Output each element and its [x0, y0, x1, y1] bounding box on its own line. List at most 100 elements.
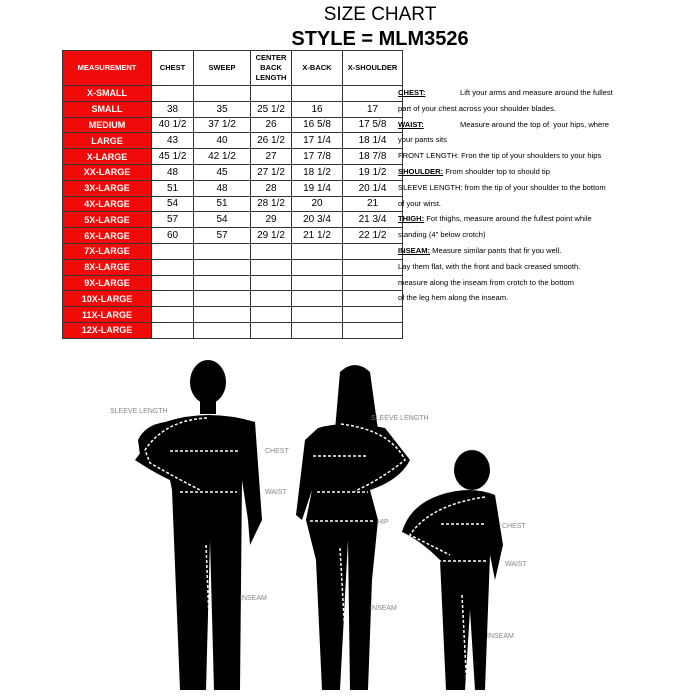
column-header: CENTER BACK LENGTH: [250, 50, 292, 86]
instruction-key: SHOULDER:: [398, 166, 444, 176]
measurement-cell: 51: [193, 195, 251, 213]
measurement-cell: [291, 242, 343, 260]
man-silhouette: [135, 360, 262, 690]
table-row: LARGE 43 40 26 1/2 17 1/4 18 1/4: [62, 132, 403, 150]
measurement-cell: [193, 274, 251, 292]
measurement-cell: 17 5/8: [342, 116, 403, 134]
size-label: 3X-LARGE: [62, 179, 152, 197]
size-label: 11X-LARGE: [62, 306, 152, 323]
instruction-line: FRONT LENGTH: Fron the tip of your shoul…: [398, 148, 613, 164]
measurement-cell: [291, 258, 343, 276]
style-number: STYLE = MLM3526: [291, 28, 469, 50]
instruction-text: standing (4" below crotch): [398, 230, 486, 240]
measurement-cell: 38: [151, 100, 194, 118]
size-label: MEDIUM: [62, 116, 152, 134]
measurement-cell: [250, 306, 292, 323]
measurement-cell: 42 1/2: [193, 148, 251, 165]
woman-inseam-label: INSEAM: [370, 605, 397, 612]
table-row: 3X-LARGE 51 48 28 19 1/4 20 1/4: [62, 179, 403, 197]
size-label: 9X-LARGE: [62, 274, 152, 292]
measurement-cell: 35: [193, 100, 251, 118]
man-waist-label: WAIST: [265, 489, 288, 496]
column-header: CHEST: [151, 50, 194, 86]
measurement-cell: [151, 274, 194, 292]
measurement-cell: 22 1/2: [342, 227, 403, 244]
measurement-cell: [291, 321, 343, 339]
instruction-line: WAIST: Measure around the top of your hip…: [398, 117, 613, 133]
instruction-text: SLEEVE LENGTH: from the tip of your shou…: [398, 182, 606, 192]
measurement-cell: [342, 306, 403, 323]
measurement-cell: 17 1/4: [291, 132, 343, 150]
table-row: MEDIUM 40 1/2 37 1/2 26 16 5/8 17 5/8: [62, 116, 403, 134]
size-table: MEASUREMENT CHEST SWEEP CENTER BACK LENGTH X…: [62, 50, 403, 339]
measurement-cell: 20 3/4: [291, 211, 343, 229]
measurement-cell: [193, 321, 251, 339]
measurement-cell: 45: [193, 163, 251, 181]
instruction-text: measure along the inseam from crotch to …: [398, 277, 575, 287]
measurement-cell: [151, 321, 194, 339]
measurement-cell: 21 1/2: [291, 227, 343, 244]
measurement-cell: [291, 85, 343, 102]
table-row: SMALL 38 35 25 1/2 16 17: [62, 100, 403, 118]
column-header: X-BACK: [291, 50, 343, 86]
instruction-line: your pants sits: [398, 132, 613, 148]
measurement-cell: [193, 290, 251, 308]
measurement-cell: [342, 290, 403, 308]
size-label: LARGE: [62, 132, 152, 150]
measurement-cell: 29 1/2: [250, 227, 292, 244]
measurement-cell: 16 5/8: [291, 116, 343, 134]
size-label: 5X-LARGE: [62, 211, 152, 229]
measurement-cell: [342, 85, 403, 102]
measurement-cell: 20: [291, 195, 343, 213]
column-header: X-SHOULDER: [342, 50, 403, 86]
measurement-cell: [250, 321, 292, 339]
child-waist-label: WAIST: [505, 561, 528, 568]
measurement-cell: [291, 290, 343, 308]
table-row: X-LARGE 45 1/2 42 1/2 27 17 7/8 18 7/8: [62, 148, 403, 165]
size-label: XX-LARGE: [62, 163, 152, 181]
measurement-cell: [250, 258, 292, 276]
man-sleeve-length-label: SLEEVE LENGTH: [110, 408, 168, 415]
measurement-cell: 45 1/2: [151, 148, 194, 165]
table-row: 10X-LARGE: [62, 290, 403, 308]
measurement-cell: 21 3/4: [342, 211, 403, 229]
measurement-cell: 19 1/4: [291, 179, 343, 197]
measurement-cell: [342, 274, 403, 292]
measurement-cell: 18 1/4: [342, 132, 403, 150]
measurement-cell: 54: [151, 195, 194, 213]
woman-hip-label: HIP: [377, 519, 389, 526]
measurement-cell: [151, 85, 194, 102]
measurement-cell: 16: [291, 100, 343, 118]
measurement-cell: 48: [151, 163, 194, 181]
instruction-line: of your wirst.: [398, 196, 613, 212]
measurement-cell: 18 7/8: [342, 148, 403, 165]
table-row: XX-LARGE 48 45 27 1/2 18 1/2 19 1/2: [62, 163, 403, 181]
child-silhouette: [402, 450, 503, 690]
measurement-cell: 40: [193, 132, 251, 150]
measurement-cell: 20 1/4: [342, 179, 403, 197]
size-chart-title: SIZE CHART: [323, 4, 437, 25]
size-label: 6X-LARGE: [62, 227, 152, 244]
instruction-text: Measure similar pants that fir you well.: [430, 245, 562, 255]
measurement-cell: 18 1/2: [291, 163, 343, 181]
measurement-cell: [291, 306, 343, 323]
size-label: 4X-LARGE: [62, 195, 152, 213]
measurement-cell: 40 1/2: [151, 116, 194, 134]
table-row: 6X-LARGE 60 57 29 1/2 21 1/2 22 1/2: [62, 227, 403, 244]
measurement-cell: [250, 274, 292, 292]
instruction-line: SHOULDER: From shoulder top to should ti…: [398, 164, 613, 180]
table-row: 8X-LARGE: [62, 258, 403, 276]
table-row: 9X-LARGE: [62, 274, 403, 292]
measurement-cell: 26: [250, 116, 292, 134]
measurement-cell: 48: [193, 179, 251, 197]
man-chest-label: CHEST: [265, 448, 289, 455]
measurement-cell: 27: [250, 148, 292, 165]
measurement-cell: 27 1/2: [250, 163, 292, 181]
instruction-line: standing (4" below crotch): [398, 227, 613, 243]
instruction-line: part of your chest across your shoulder …: [398, 101, 613, 117]
instruction-line: SLEEVE LENGTH: from the tip of your shou…: [398, 180, 613, 196]
instruction-text: FRONT LENGTH: Fron the tip of your shoul…: [398, 151, 602, 161]
woman-sleeve-length-label: SLEEVE LENGTH: [371, 415, 429, 422]
instruction-line: of the leg hem along the inseam.: [398, 290, 613, 306]
column-header: SWEEP: [193, 50, 251, 86]
